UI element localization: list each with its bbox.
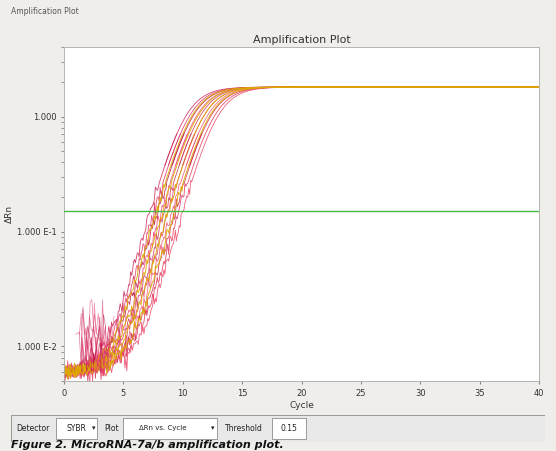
Text: Threshold: Threshold [225, 424, 262, 433]
FancyBboxPatch shape [57, 418, 97, 439]
Text: Plot: Plot [105, 424, 119, 433]
Text: Amplification Plot: Amplification Plot [11, 7, 79, 16]
Text: ΔRn vs. Cycle: ΔRn vs. Cycle [140, 425, 187, 432]
Text: 0.15: 0.15 [281, 424, 297, 433]
Text: Detector: Detector [17, 424, 50, 433]
Text: Figure 2. MicroRNA-7a/b amplification plot.: Figure 2. MicroRNA-7a/b amplification pl… [11, 440, 284, 450]
FancyBboxPatch shape [271, 418, 306, 439]
Text: ▾: ▾ [211, 425, 215, 432]
Title: Amplification Plot: Amplification Plot [253, 35, 350, 45]
Text: ▾: ▾ [92, 425, 95, 432]
FancyBboxPatch shape [123, 418, 217, 439]
X-axis label: Cycle: Cycle [289, 400, 314, 410]
FancyBboxPatch shape [11, 415, 545, 442]
Text: SYBR: SYBR [67, 424, 86, 433]
Y-axis label: ΔRn: ΔRn [5, 205, 14, 223]
